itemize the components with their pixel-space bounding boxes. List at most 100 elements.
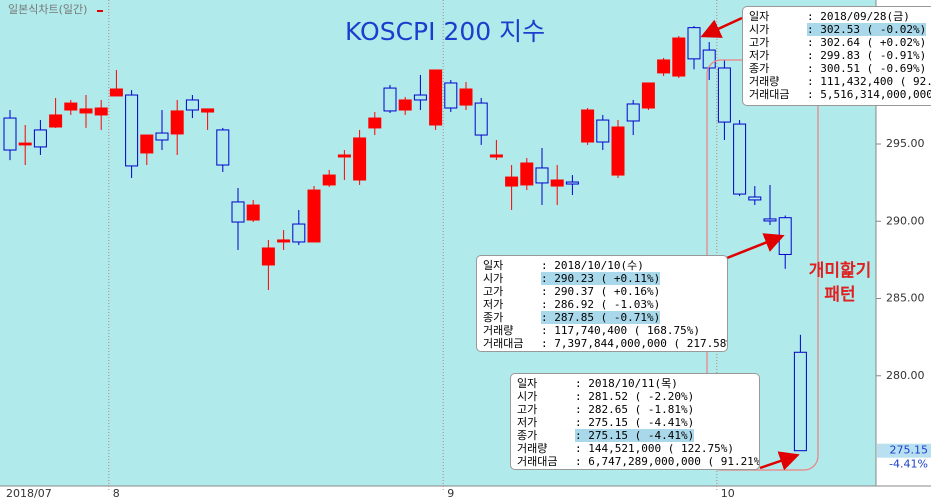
candle-body: [398, 99, 412, 111]
candle-body: [520, 162, 534, 186]
info-row: 거래대금 : 5,516,314,000,000 (: [749, 88, 931, 101]
candle-body: [140, 134, 154, 154]
price-tag-label: 275.15: [890, 444, 929, 457]
candle-body: [155, 132, 169, 141]
annotation: 패턴: [824, 285, 855, 305]
change-label: -4.41%: [889, 458, 928, 471]
info-value: : 2018/10/10(수): [541, 259, 644, 272]
info-value: : 7,397,844,000,000 ( 217.58%): [541, 337, 728, 350]
info-value: : 281.52 ( -2.20%): [575, 390, 695, 403]
info-row: 종가: 275.15 ( -4.41%): [517, 429, 753, 442]
info-row: 거래대금 : 6,747,289,000,000 ( 91.21%): [517, 455, 759, 468]
candle-body: [748, 196, 762, 201]
info-value: : 302.53 ( -0.02%): [807, 23, 927, 36]
candle-body: [383, 87, 397, 112]
candle-body: [550, 179, 564, 187]
candle-body: [33, 129, 47, 148]
info-label: 고가: [483, 285, 504, 298]
info-label: 거래량: [749, 75, 780, 88]
x-tick-label: 10: [721, 487, 735, 500]
candle-body: [307, 189, 321, 243]
candle-body: [18, 142, 32, 146]
info-row: 저가: 286.92 ( -1.03%): [483, 298, 721, 311]
info-value: : 5,516,314,000,000 (: [807, 88, 931, 101]
candle-body: [277, 239, 291, 243]
info-value: : 302.64 ( +0.02%): [807, 36, 927, 49]
info-row: 일자 : 2018/09/28(금): [749, 10, 931, 23]
candle-body: [474, 102, 488, 136]
info-row: 일자 : 2018/10/10(수): [483, 259, 721, 272]
candle-body: [201, 108, 215, 113]
info-row: 고가 : 282.65 ( -1.81%): [517, 403, 753, 416]
x-tick-label: 8: [113, 487, 120, 500]
info-label: 시가: [517, 390, 538, 403]
y-tick-label: 290.00: [886, 214, 925, 227]
candle-body: [763, 218, 777, 222]
candle-body: [353, 137, 367, 181]
info-row: 일자: 2018/10/11(목): [517, 377, 753, 390]
info-value: : 6,747,289,000,000 ( 91.21%): [575, 455, 760, 468]
info-value: : 287.85 ( -0.71%): [541, 311, 661, 324]
info-value: : 286.92 ( -1.03%): [541, 298, 661, 311]
arrow: [726, 233, 785, 260]
candle-body: [657, 59, 671, 74]
info-value: : 117,740,400 ( 168.75%): [541, 324, 700, 337]
candle-body: [611, 126, 625, 176]
info-row: 거래량 : 111,432,400 ( 92.48%: [749, 75, 931, 88]
candle-body: [535, 167, 549, 184]
info-label: 시가: [749, 23, 770, 36]
candle-body: [49, 114, 63, 128]
candle-body: [596, 119, 610, 143]
chart-label: 일본식차트(일간): [8, 2, 87, 16]
x-tick-label: 9: [447, 487, 454, 500]
info-row: 시가 : 302.53 ( -0.02%): [749, 23, 931, 36]
info-label: 일자: [749, 10, 770, 23]
candle-body: [94, 107, 108, 116]
candle-body: [429, 69, 443, 126]
candle-body: [322, 174, 336, 186]
candle-body: [216, 129, 230, 166]
candle-body: [733, 123, 747, 195]
info-label: 저가: [517, 416, 538, 429]
info-row: 시가: 290.23 ( +0.11%): [483, 272, 721, 285]
info-label: 거래대금: [517, 455, 558, 468]
candle-body: [641, 82, 655, 109]
info-row: 저가: 299.83 ( -0.91%): [749, 49, 931, 62]
info-row: 종가: 287.85 ( -0.71%): [483, 311, 721, 324]
candle-body: [459, 88, 473, 106]
info-row: 종가: 300.51 ( -0.69%): [749, 62, 931, 75]
info-label: 일자: [483, 259, 504, 272]
candle-body: [489, 154, 503, 158]
info-label: 거래량: [483, 324, 514, 337]
annotation: 개미핥기: [809, 260, 872, 281]
info-value: : 275.15 ( -4.41%): [575, 429, 695, 442]
info-value: : 2018/09/28(금): [807, 10, 910, 23]
info-label: 저가: [749, 49, 770, 62]
info-box: 일자: 2018/10/11(목) 시가 : 281.52 ( -2.20%) 고가:…: [510, 373, 760, 470]
info-label: 거래대금: [483, 337, 524, 350]
info-label: 거래량: [517, 442, 548, 455]
candle-body: [337, 154, 351, 158]
candle-body: [246, 204, 260, 221]
info-value: : 275.15 ( -4.41%): [575, 416, 695, 429]
candle-body: [778, 217, 792, 255]
info-value: : 111,432,400 ( 92.48%: [807, 75, 931, 88]
info-value: : 282.65 ( -1.81%): [575, 403, 695, 416]
y-tick-label: 285.00: [886, 292, 925, 305]
candle-body: [125, 94, 139, 167]
chart-title: KOSCPI 200 지수: [345, 17, 545, 46]
arrow: [759, 451, 800, 471]
candle-body: [702, 49, 716, 69]
info-box: 일자 : 2018/10/10(수) 시가: 290.23 ( +0.11%) 고가:…: [476, 255, 728, 352]
info-row: 시가 : 281.52 ( -2.20%): [517, 390, 753, 403]
info-label: 고가: [517, 403, 538, 416]
info-row: 거래량: 144,521,000 ( 122.75%): [517, 442, 753, 455]
info-value: : 290.23 ( +0.11%): [541, 272, 661, 285]
candle-body: [292, 223, 306, 243]
info-label: 일자: [517, 377, 538, 390]
candle-body: [64, 102, 78, 111]
info-label: 거래대금: [749, 88, 790, 101]
info-row: 거래대금 : 7,397,844,000,000 ( 217.58%): [483, 337, 727, 350]
